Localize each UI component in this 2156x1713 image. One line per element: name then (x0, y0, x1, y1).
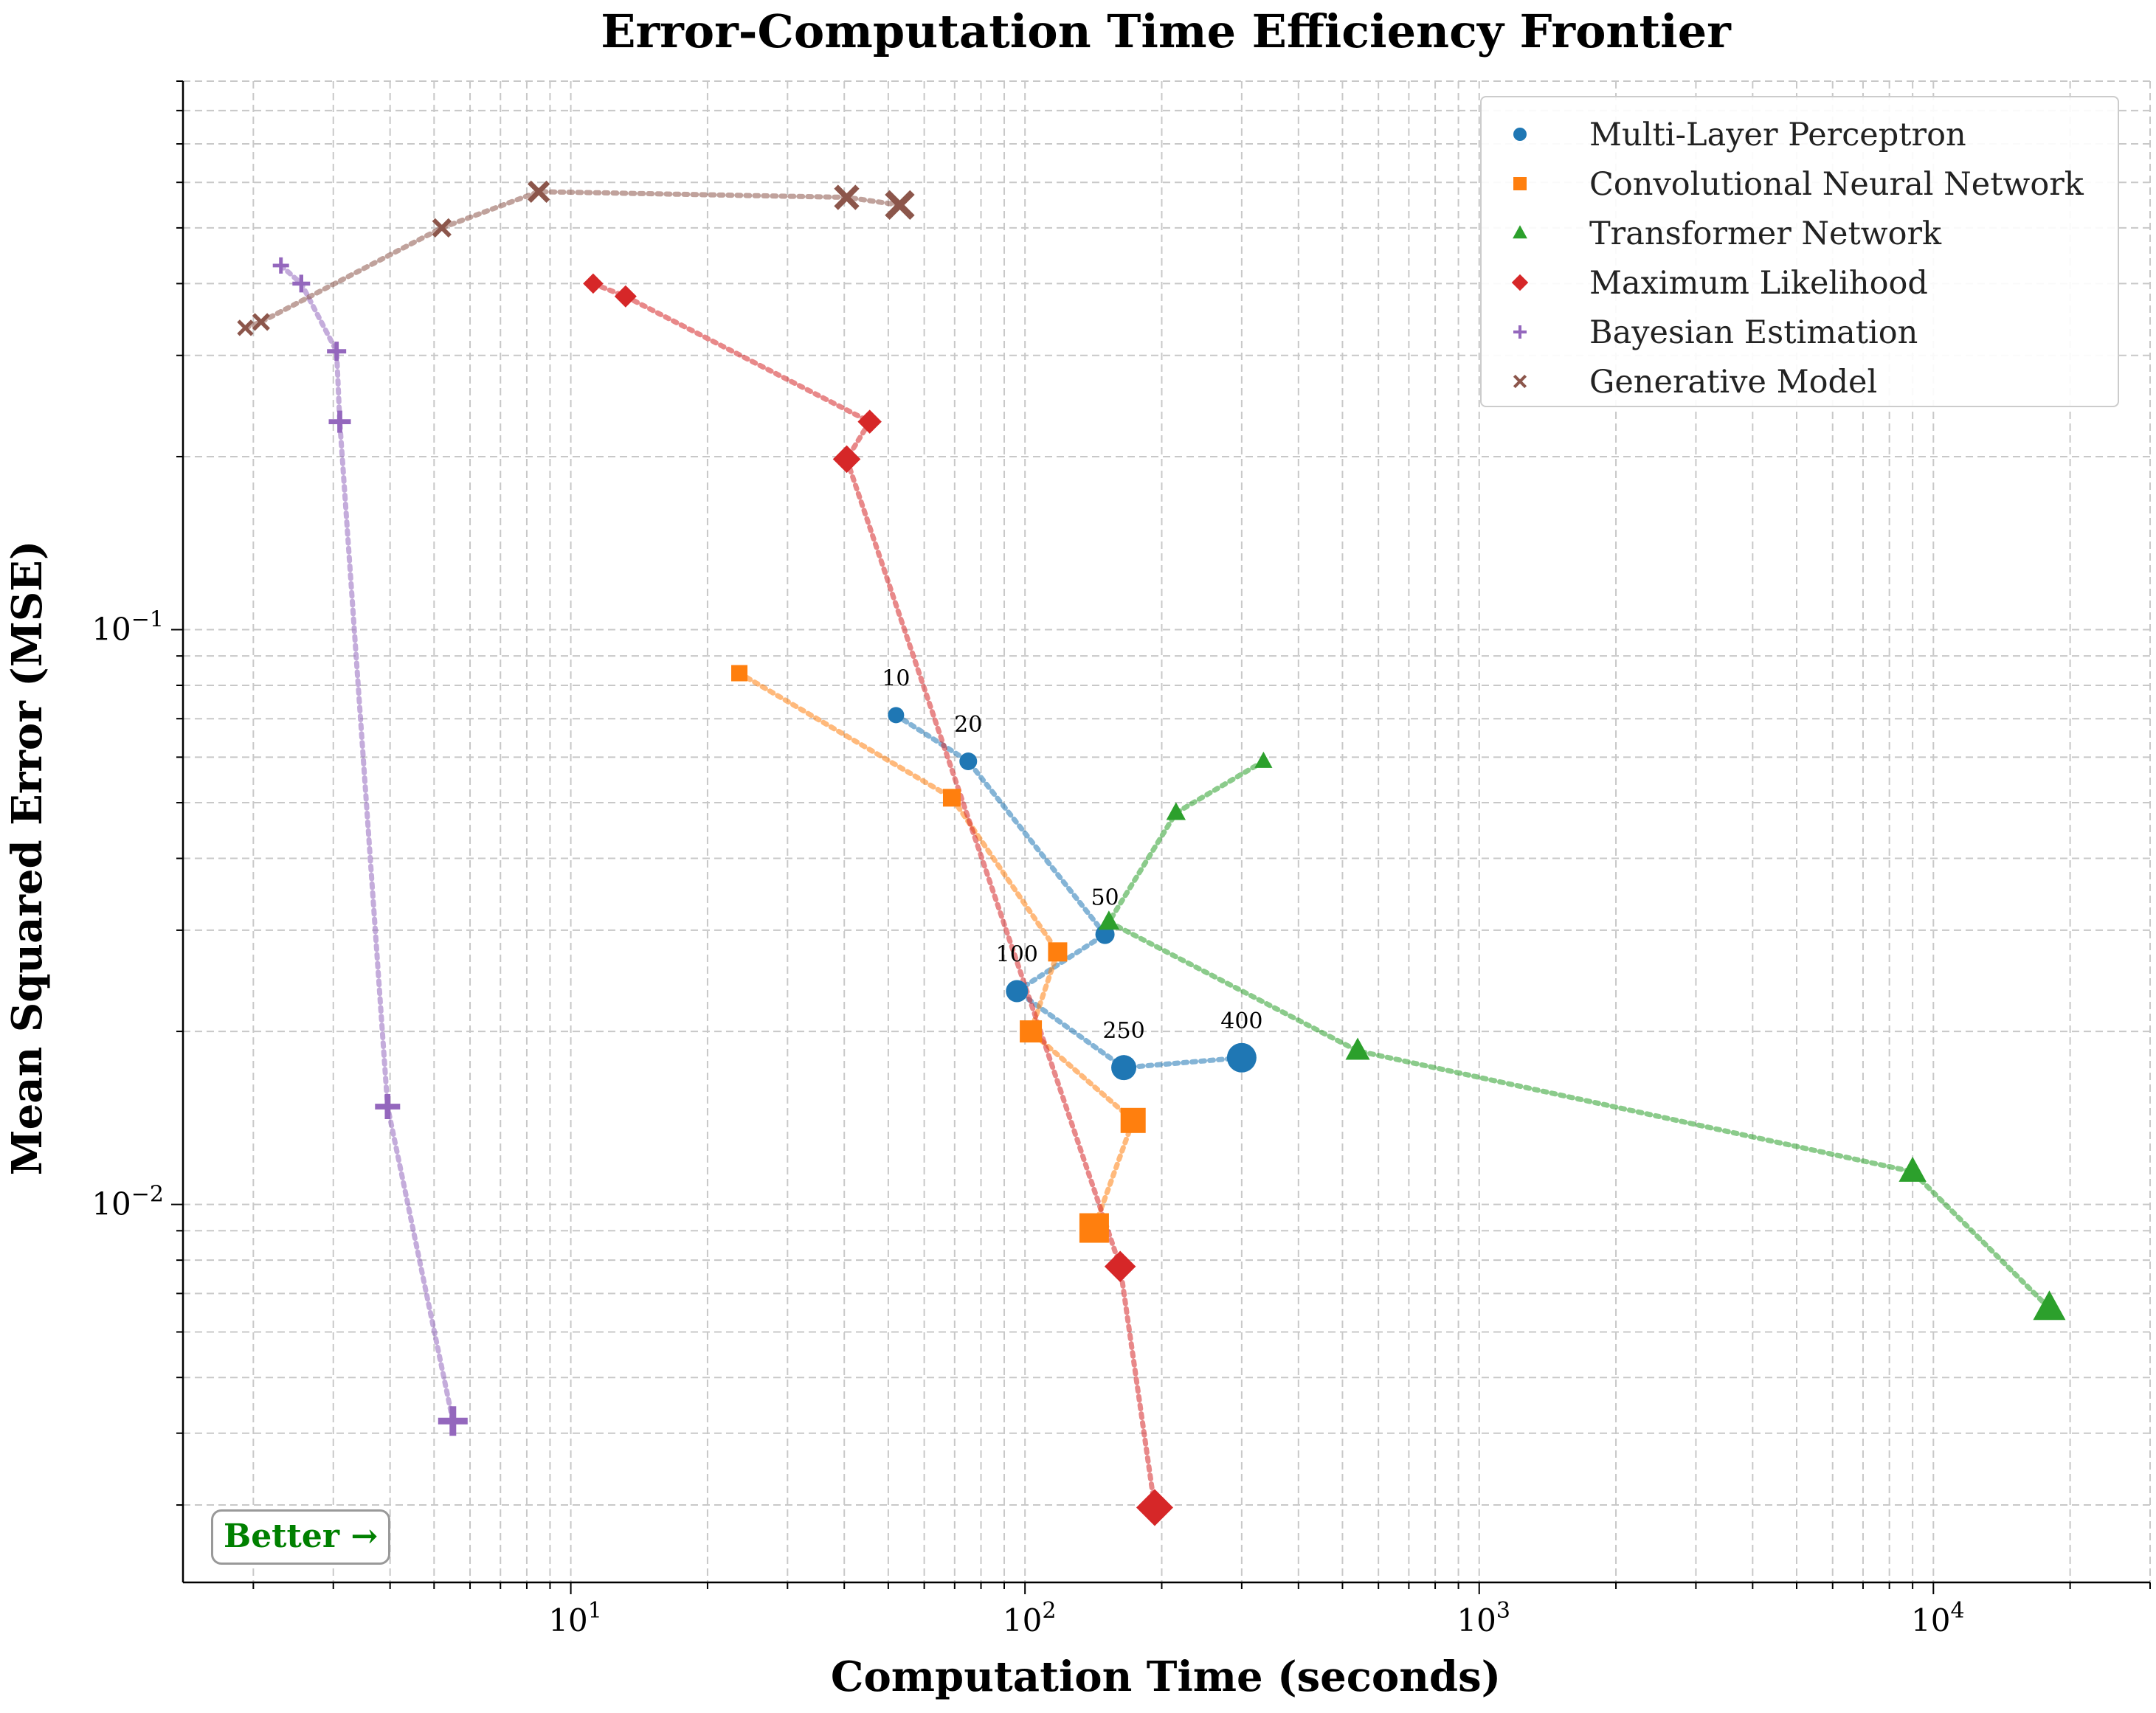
ticks: 101 102 103 104 10−2 10−1 (91, 80, 2151, 1638)
x-tick-label: 101 (548, 1598, 602, 1638)
data-point-maximum-likelihood (832, 445, 861, 474)
data-points (237, 180, 2066, 1526)
legend-item: Convolutional Neural Network (1482, 160, 2118, 204)
legend-marker (1513, 374, 1527, 389)
data-point-bayesian-estimation (327, 342, 347, 361)
data-point-transformer-network (2033, 1290, 2066, 1321)
better-annotation: Better → (211, 1509, 391, 1565)
legend-item: Multi-Layer Perceptron (1482, 111, 2118, 155)
data-point-multi-layer-perceptron (1006, 980, 1029, 1003)
data-point-generative-model (834, 184, 860, 210)
legend-marker (1513, 128, 1527, 141)
data-point-transformer-network (1898, 1156, 1927, 1182)
x-tick-label: 102 (1003, 1598, 1057, 1638)
point-label: 50 (1091, 885, 1119, 911)
point-label: 100 (996, 942, 1038, 968)
data-point-bayesian-estimation (292, 274, 311, 293)
legend-marker-glyph (1513, 177, 1527, 190)
series-line-generative-model (242, 189, 902, 331)
legend-label: Generative Model (1589, 364, 1878, 401)
data-point-multi-layer-perceptron (1226, 1042, 1257, 1073)
series-line-convolutional-neural-network (736, 671, 1136, 1231)
legend: Multi-Layer Perceptron Convolutional Neur… (1480, 96, 2119, 407)
data-point-transformer-network (1254, 751, 1273, 768)
data-point-multi-layer-perceptron (959, 752, 978, 771)
data-point-bayesian-estimation (328, 410, 351, 433)
data-point-generative-model (528, 180, 550, 203)
data-point-maximum-likelihood (583, 273, 604, 294)
point-label: 250 (1102, 1018, 1144, 1044)
legend-label: Transformer Network (1589, 215, 1942, 252)
data-point-convolutional-neural-network (731, 665, 748, 682)
y-tick-label: 10−2 (91, 1182, 164, 1222)
series-line-bayesian-estimation (278, 263, 456, 1424)
data-point-bayesian-estimation (375, 1093, 401, 1119)
legend-marker-glyph (1513, 128, 1527, 141)
data-point-bayesian-estimation (272, 257, 289, 274)
data-point-transformer-network (1345, 1037, 1370, 1060)
legend-marker (1513, 325, 1527, 339)
legend-item: Generative Model (1482, 358, 2118, 402)
y-tick-label: 10−1 (91, 606, 164, 647)
series-line-transformer-network (1105, 758, 2052, 1311)
chart-title: Error-Computation Time Efficiency Fronti… (601, 4, 1732, 58)
point-label: 20 (954, 712, 982, 738)
data-point-generative-model (885, 190, 915, 221)
data-point-generative-model (237, 319, 254, 336)
data-point-maximum-likelihood (1136, 1489, 1173, 1526)
data-point-convolutional-neural-network (1020, 1020, 1043, 1043)
data-point-generative-model (252, 313, 270, 331)
point-label: 400 (1220, 1008, 1262, 1034)
legend-marker (1513, 177, 1527, 190)
legend-label: Bayesian Estimation (1589, 314, 1918, 351)
data-point-convolutional-neural-network (942, 789, 961, 807)
x-axis-label: Computation Time (seconds) (831, 1653, 1501, 1701)
data-point-convolutional-neural-network (1079, 1213, 1109, 1243)
legend-item: Bayesian Estimation (1482, 308, 2118, 353)
y-axis-label: Mean Squared Error (MSE) (3, 541, 52, 1176)
legend-marker-glyph (1511, 274, 1529, 291)
legend-marker (1513, 225, 1527, 239)
data-point-convolutional-neural-network (1120, 1107, 1146, 1133)
data-point-maximum-likelihood (857, 409, 882, 434)
point-label: 10 (882, 665, 910, 691)
legend-label: Convolutional Neural Network (1589, 166, 2084, 203)
legend-marker-glyph (1513, 325, 1527, 339)
data-point-multi-layer-perceptron (1111, 1055, 1137, 1081)
legend-item: Transformer Network (1482, 210, 2118, 254)
x-tick-label: 104 (1911, 1598, 1965, 1638)
data-point-bayesian-estimation (438, 1406, 468, 1436)
series-line-multi-layer-perceptron (893, 712, 1245, 1070)
data-point-convolutional-neural-network (1048, 942, 1068, 962)
x-tick-label: 103 (1457, 1598, 1510, 1638)
legend-marker (1511, 274, 1529, 291)
legend-label: Multi-Layer Perceptron (1589, 117, 1966, 153)
data-point-transformer-network (1098, 910, 1120, 930)
legend-marker-glyph (1513, 374, 1527, 389)
legend-item: Maximum Likelihood (1482, 259, 2118, 303)
data-point-generative-model (432, 218, 452, 238)
data-point-transformer-network (1166, 802, 1186, 820)
data-point-multi-layer-perceptron (888, 707, 905, 724)
data-point-maximum-likelihood (1104, 1250, 1136, 1282)
data-point-maximum-likelihood (614, 285, 637, 308)
legend-marker-glyph (1513, 225, 1527, 239)
series-line-maximum-likelihood (590, 280, 1158, 1510)
legend-label: Maximum Likelihood (1589, 265, 1928, 302)
point-labels: 10 20 50 100 250 400 (882, 665, 1262, 1044)
